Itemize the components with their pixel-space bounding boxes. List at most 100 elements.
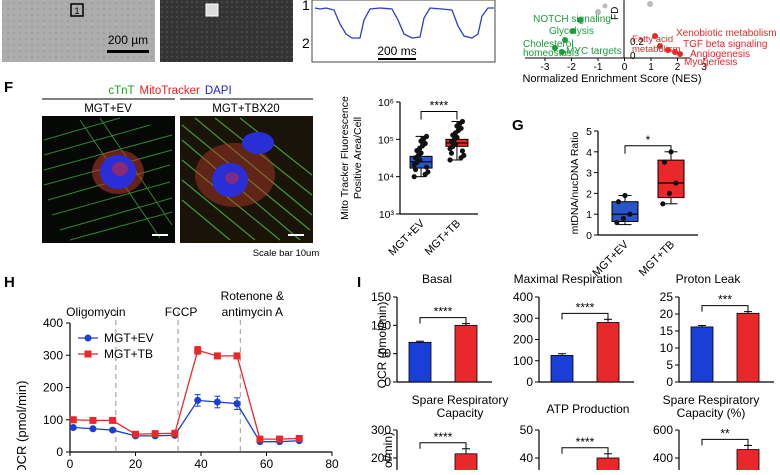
gsea-label-up: Angiogenesis bbox=[690, 49, 750, 60]
box-mgtev bbox=[611, 192, 639, 226]
series-mgttb bbox=[69, 346, 303, 443]
bar bbox=[596, 457, 620, 475]
legend-label: MGT+EV bbox=[104, 331, 154, 345]
significance-stars: **** bbox=[576, 435, 595, 449]
ytick-label: 0 bbox=[384, 375, 391, 389]
ytick-label: 200 bbox=[513, 333, 533, 347]
chart-title: Capacity (%) bbox=[677, 406, 746, 420]
significance-stars: **** bbox=[430, 99, 449, 113]
bar bbox=[596, 322, 620, 383]
ytick-label: 300 bbox=[43, 348, 63, 362]
significance-bracket bbox=[561, 447, 609, 454]
panel-i-ylabel-partial: ol/min) bbox=[381, 432, 395, 468]
inset-marker-box bbox=[70, 3, 84, 17]
stain-legend-item: DAPI bbox=[205, 85, 232, 97]
data-point bbox=[412, 155, 419, 161]
ytick-label: 0 bbox=[586, 230, 592, 242]
panel-h: H 0 100 200 300 400 0 20 40 60 80 OCR (pmol/min) Ol… bbox=[4, 274, 339, 474]
panel-f: F cTnT MitoTracker DAPI MGT+EV MGT+TBX20 bbox=[4, 79, 478, 259]
ytick-label: 10 bbox=[660, 341, 674, 355]
micrograph-ev bbox=[42, 116, 175, 243]
data-point bbox=[89, 425, 97, 433]
significance-bracket bbox=[701, 438, 749, 446]
ytick-label: 2 bbox=[586, 188, 592, 200]
significance-stars: **** bbox=[576, 300, 595, 314]
data-point bbox=[213, 398, 221, 406]
data-point bbox=[194, 396, 202, 404]
gsea-xtick: 3 bbox=[701, 62, 707, 73]
ytick-label: 400 bbox=[513, 290, 533, 304]
ytick-label: 10⁵ bbox=[378, 134, 394, 146]
ytick-label: 40 bbox=[520, 451, 534, 465]
data-point bbox=[89, 416, 97, 424]
panel-f-letter: F bbox=[4, 79, 13, 96]
data-point bbox=[447, 146, 453, 152]
legend-marker bbox=[84, 334, 92, 342]
data-point bbox=[454, 123, 460, 129]
box-mgtev bbox=[409, 133, 433, 180]
data-point bbox=[458, 155, 464, 161]
scale-bar-note: Scale bar 10um bbox=[253, 248, 320, 259]
ylabel: Mito Tracker Fluorescence bbox=[339, 96, 351, 220]
ytick-label: 5 bbox=[586, 126, 592, 138]
scalebar-label: 200 µm bbox=[108, 33, 148, 47]
ytick-label: 0 bbox=[666, 375, 673, 389]
injection-label: Rotenone & bbox=[221, 289, 284, 303]
data-point bbox=[109, 416, 117, 424]
panel-g-letter: G bbox=[512, 117, 524, 134]
data-point bbox=[132, 430, 139, 438]
gsea-xtick: -3 bbox=[541, 62, 550, 73]
top-strip: 1 200 µm 1 2 200 ms -3 -2 -1 0 1 2 3 0.2 0 FD … bbox=[2, 0, 777, 85]
significance-bracket bbox=[561, 312, 609, 320]
panel-i-ylabel: OCR (pmol/min) bbox=[375, 302, 389, 389]
ytick-label: 600 bbox=[653, 423, 673, 437]
gsea-xtick: 1 bbox=[648, 62, 654, 73]
panel-i-letter: I bbox=[357, 274, 361, 291]
calcium-trace-box bbox=[311, 0, 496, 63]
gsea-label-up: Xenobiotic metabolism bbox=[676, 28, 777, 39]
bar bbox=[690, 326, 714, 383]
data-point bbox=[69, 423, 77, 431]
legend-label: MGT+TB bbox=[104, 347, 153, 361]
ocr-timecourse-chart: 0 100 200 300 400 0 20 40 60 80 OCR (pmol/min) Olig… bbox=[14, 289, 339, 474]
data-point bbox=[171, 429, 179, 437]
data-point bbox=[414, 147, 420, 154]
significance-bracket bbox=[624, 145, 672, 154]
bar-chart-proton-leak: Proton Leak 0 5 10 15 20 25 *** bbox=[660, 272, 774, 389]
data-point bbox=[109, 426, 117, 434]
ytick-label: 100 bbox=[371, 318, 391, 332]
data-point bbox=[194, 346, 202, 354]
gsea-ylabel-fragment: FD bbox=[610, 7, 621, 20]
gsea-xtick: -1 bbox=[594, 62, 603, 73]
data-point bbox=[69, 416, 77, 424]
ytick-label: 3 bbox=[586, 168, 592, 180]
data-point bbox=[233, 352, 241, 360]
ytick-label: 50 bbox=[378, 347, 392, 361]
significance-bracket bbox=[419, 442, 467, 449]
chart-title: Spare Respiratory bbox=[663, 393, 760, 407]
ytick-label: 400 bbox=[653, 451, 673, 465]
boxplot-mitotracker: 10³ 10⁴ 10⁵ 10⁶ Mito Tracker Fluorescence Pos… bbox=[339, 96, 478, 258]
chart-title: Proton Leak bbox=[676, 272, 742, 286]
inset-marker-label: 1 bbox=[74, 6, 79, 16]
gsea-xtick: 0 bbox=[622, 62, 628, 73]
gsea-label-down: NOTCH signaling bbox=[533, 14, 611, 25]
bar bbox=[454, 453, 478, 475]
bar-chart-maximal-respiration: Maximal Respiration 0 100 200 300 400 **** bbox=[513, 272, 634, 389]
chart-title: Maximal Respiration bbox=[514, 272, 623, 286]
stain-legend: cTnT MitoTracker DAPI bbox=[108, 85, 231, 97]
gsea-label-up: Myogenesis bbox=[684, 57, 737, 68]
bar-chart-basal: Basal 0 50 100 150 **** bbox=[371, 272, 492, 389]
ytick-label: 5 bbox=[666, 358, 673, 372]
injection-label: Oligomycin bbox=[66, 305, 125, 319]
ytick-label: 10⁴ bbox=[378, 172, 394, 184]
data-point bbox=[233, 400, 241, 408]
injection-label: FCCP bbox=[165, 305, 198, 319]
xtick-label: 20 bbox=[129, 457, 143, 470]
gsea-ytick-1: 0 bbox=[630, 51, 636, 62]
